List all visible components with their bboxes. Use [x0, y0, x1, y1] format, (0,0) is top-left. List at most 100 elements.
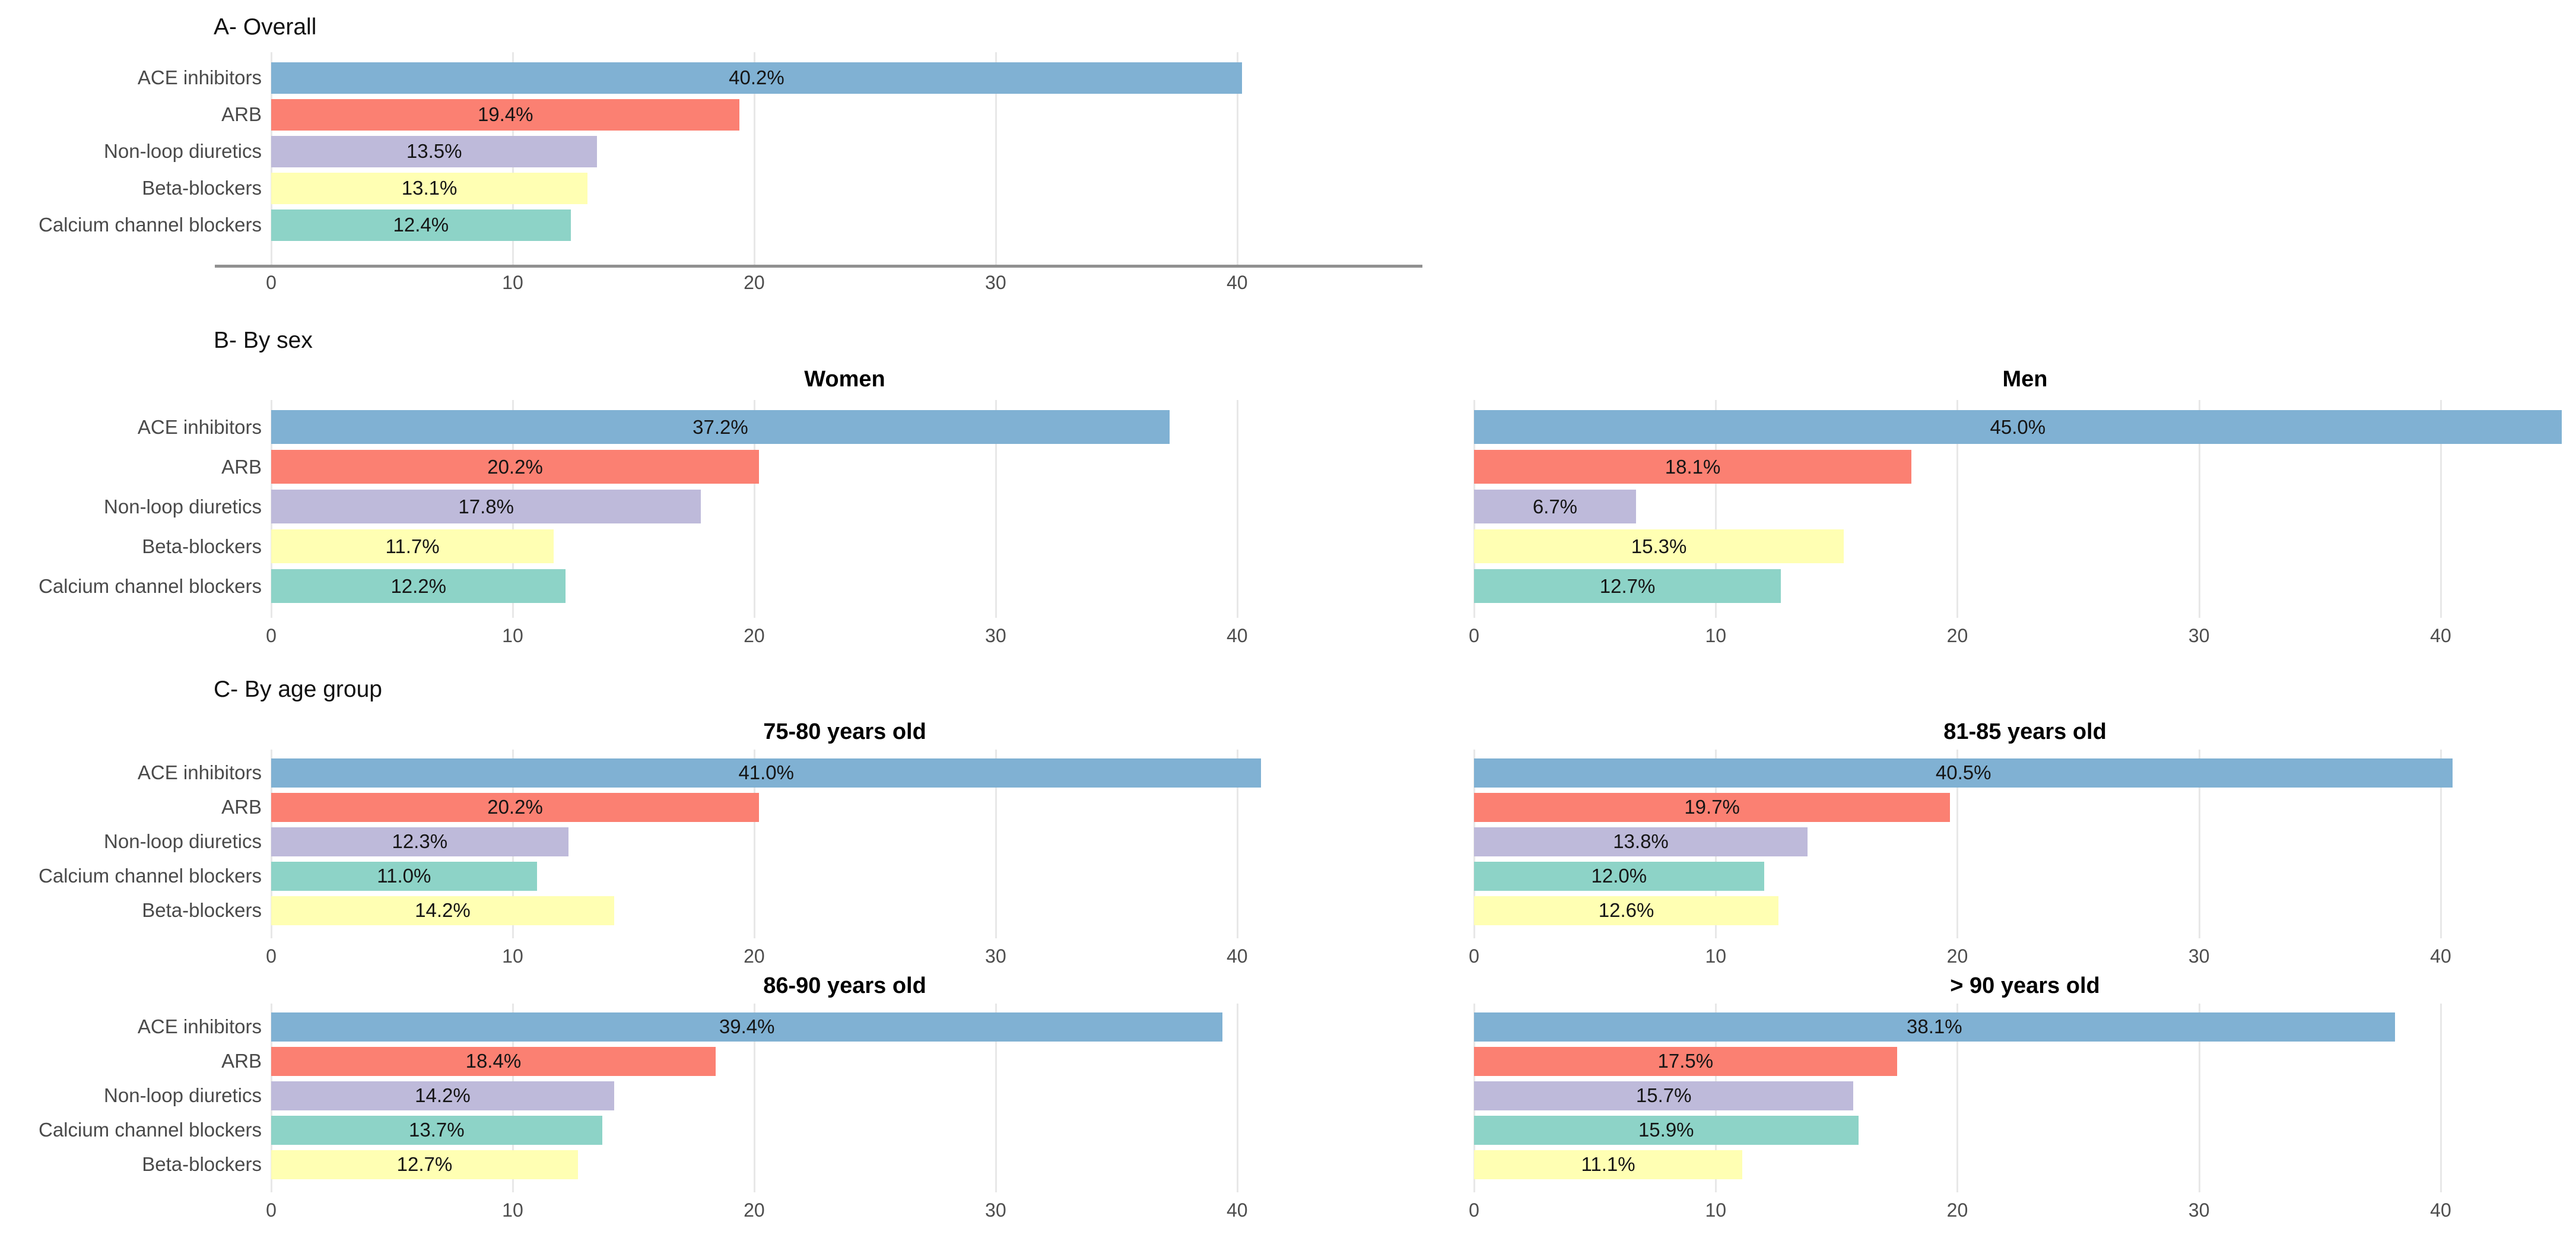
category-label-calcium-channel-blockers: Calcium channel blockers [38, 574, 262, 597]
bar-value-label: 18.4% [465, 1050, 522, 1072]
gridline [995, 1004, 997, 1192]
plot-area: 38.1% 17.5% 15.7% 15.9% 11.1% [1473, 1004, 2576, 1192]
gridline [1956, 400, 1959, 618]
bar-value-label: 17.8% [458, 495, 514, 518]
axis-tick-label: 30 [985, 272, 1006, 293]
bar-value-label: 12.0% [1591, 865, 1647, 887]
bar-ace-inhibitors: 45.0% [1474, 410, 2562, 444]
bar-calcium-channel-blockers: 12.4% [271, 209, 571, 241]
bar-non-loop-diuretics: 6.7% [1474, 490, 1636, 523]
axis-tick-label: 40 [1226, 945, 1248, 967]
bar-row: 20.2% [271, 790, 1418, 824]
bar-calcium-channel-blockers: 11.0% [271, 861, 537, 891]
bar-value-label: 13.8% [1613, 830, 1669, 852]
plot-area: 40.2% 19.4% 13.5% 13.1% 12.4% [271, 52, 1418, 265]
bar-value-label: 17.5% [1657, 1050, 1714, 1072]
gridline [2198, 1004, 2200, 1192]
bar-arb: 17.5% [1474, 1046, 1897, 1076]
bar-value-label: 11.1% [1581, 1153, 1635, 1175]
bar-beta-blockers: 12.6% [1474, 896, 1779, 925]
axis-tick-label: 30 [2188, 945, 2210, 967]
chart-title-women: Women [804, 367, 885, 392]
axis-tick-label: 40 [2430, 945, 2451, 967]
bar-value-label: 15.3% [1631, 535, 1687, 557]
bar-value-label: 19.4% [477, 103, 533, 125]
bar-row: 12.2% [271, 566, 1418, 606]
bar-value-label: 13.1% [401, 177, 458, 199]
gridline [753, 1004, 755, 1192]
axis-tick-label: 30 [985, 1199, 1006, 1221]
plot-area: 39.4% 18.4% 14.2% 13.7% 12.7% [271, 1004, 1418, 1192]
bar-value-label: 37.2% [693, 415, 748, 438]
axis-tick-label: 20 [1946, 1199, 1968, 1221]
category-label-calcium-channel-blockers: Calcium channel blockers [38, 865, 262, 887]
axis-tick-label: 40 [2430, 1199, 2451, 1221]
bar-non-loop-diuretics: 14.2% [271, 1081, 614, 1110]
bar-value-label: 12.2% [390, 574, 447, 597]
plot-area: 45.0% 18.1% 6.7% 15.3% 12.7% [1473, 400, 2576, 618]
bar-row: 39.4% [271, 1010, 1418, 1044]
axis-tick-label: 10 [502, 1199, 523, 1221]
category-label-arb: ARB [221, 103, 262, 125]
gridline [995, 52, 997, 265]
category-label-ace-inhibitors: ACE inhibitors [137, 415, 262, 438]
bar-row: 12.7% [1474, 566, 2576, 606]
chart-age-over-90: > 90 years old 38.1% 17.5% 15.7% 15.9% 11.1%… [1469, 973, 2576, 1234]
bar-row: 6.7% [1474, 487, 2576, 526]
chart-men: Men 45.0% 18.1% 6.7% 15.3% 12.7% 0 10 20 30 40 [1469, 367, 2576, 658]
bar-calcium-channel-blockers: 13.7% [271, 1115, 602, 1145]
category-label-calcium-channel-blockers: Calcium channel blockers [38, 214, 262, 236]
gridline [753, 750, 755, 938]
bar-row: 17.8% [271, 487, 1418, 526]
gridline [1236, 400, 1238, 618]
bar-ace-inhibitors: 40.2% [271, 62, 1242, 94]
category-label-non-loop-diuretics: Non-loop diuretics [104, 1084, 262, 1106]
axis-tick-label: 10 [502, 625, 523, 646]
bar-value-label: 40.2% [729, 66, 784, 88]
gridline [1236, 1004, 1238, 1192]
axis-tick-label: 20 [744, 1199, 765, 1221]
category-label-calcium-channel-blockers: Calcium channel blockers [38, 1119, 262, 1141]
bar-non-loop-diuretics: 13.8% [1474, 827, 1808, 856]
category-label-arb: ARB [221, 1050, 262, 1072]
bar-calcium-channel-blockers: 12.0% [1474, 861, 1764, 891]
section-a-title: A- Overall [214, 14, 317, 40]
section-b-title: B- By sex [214, 328, 313, 353]
category-label-beta-blockers: Beta-blockers [142, 535, 262, 557]
bar-value-label: 11.7% [385, 535, 440, 557]
category-label-arb: ARB [221, 455, 262, 478]
chart-age-81-85: 81-85 years old 40.5% 19.7% 13.8% 12.0% 12.6… [1469, 719, 2576, 980]
axis-tick-label: 0 [1469, 1199, 1479, 1221]
axis-tick-label: 40 [2430, 625, 2451, 646]
category-labels: ACE inhibitors ARB Non-loop diuretics Beta-… [0, 52, 262, 243]
chart-age-75-80: 75-80 years old ACE inhibitors ARB Non-loo… [0, 719, 1424, 980]
chart-title-81-85: 81-85 years old [1943, 719, 2107, 744]
category-label-ace-inhibitors: ACE inhibitors [137, 1015, 262, 1037]
chart-women: Women ACE inhibitors ARB Non-loop diuretic… [0, 367, 1424, 658]
bar-value-label: 41.0% [738, 761, 795, 783]
axis-tick-label: 10 [1705, 1199, 1727, 1221]
bar-value-label: 12.7% [396, 1153, 453, 1175]
bar-beta-blockers: 15.3% [1474, 529, 1844, 563]
axis-tick-label: 0 [266, 1199, 277, 1221]
bar-arb: 18.4% [271, 1046, 716, 1076]
axis-tick-label: 0 [1469, 625, 1479, 646]
gridline [2198, 400, 2200, 618]
bar-arb: 20.2% [271, 450, 760, 484]
bar-non-loop-diuretics: 15.7% [1474, 1081, 1854, 1110]
axis-tick-label: 20 [1946, 945, 1968, 967]
chart-age-86-90: 86-90 years old ACE inhibitors ARB Non-loo… [0, 973, 1424, 1234]
bar-row: 11.1% [1474, 1147, 2576, 1182]
axis-tick-label: 0 [266, 272, 277, 293]
gridline [1715, 400, 1717, 618]
x-axis: 0 10 20 30 40 [1469, 1199, 2576, 1226]
gridline [2440, 400, 2442, 618]
bar-value-label: 12.6% [1598, 899, 1654, 921]
chart-title-86-90: 86-90 years old [763, 973, 926, 998]
bar-value-label: 6.7% [1532, 495, 1578, 518]
bar-row: 12.6% [1474, 893, 2576, 928]
axis-tick-label: 10 [502, 272, 523, 293]
gridline [995, 400, 997, 618]
bar-value-label: 20.2% [487, 455, 543, 478]
bar-value-label: 14.2% [415, 899, 471, 921]
